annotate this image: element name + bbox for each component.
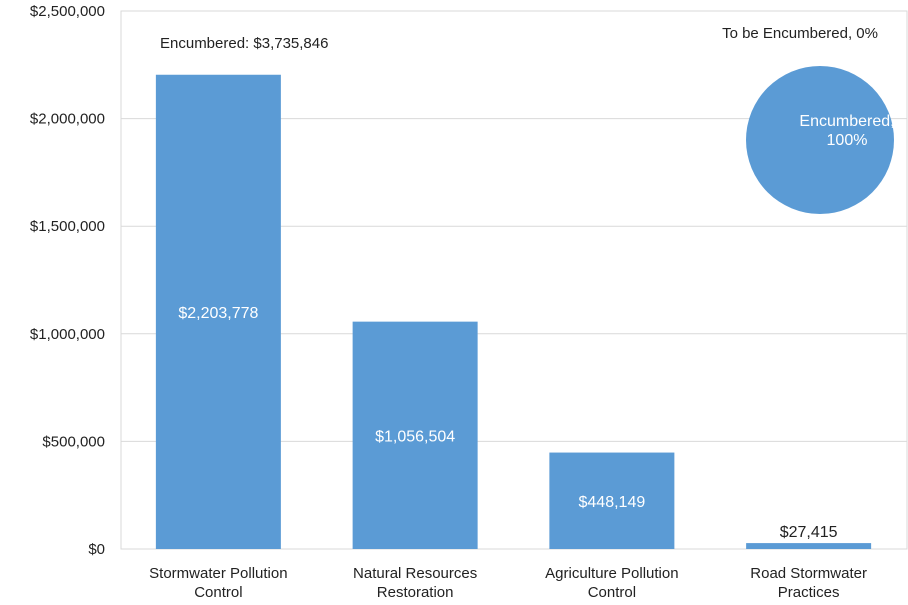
pie-label-to-be-encumbered: To be Encumbered, 0% bbox=[722, 25, 878, 42]
y-tick-label: $2,000,000 bbox=[30, 111, 105, 128]
x-category-label-line: Practices bbox=[778, 584, 840, 601]
x-category-label-line: Control bbox=[588, 584, 636, 601]
x-category-label: Agriculture Pollution Control bbox=[545, 565, 678, 601]
x-category-label: Natural Resources Restoration bbox=[353, 565, 477, 601]
bar-data-label: $27,415 bbox=[780, 524, 838, 541]
x-category-label-line: Restoration bbox=[377, 584, 454, 601]
pie-label-encumbered: Encumbered, 100% bbox=[799, 113, 894, 149]
x-category-label-line: Stormwater Pollution bbox=[149, 565, 287, 582]
pie-label-line: 100% bbox=[827, 132, 868, 149]
y-tick-label: $0 bbox=[88, 541, 105, 558]
label-layer: $0 $500,000 $1,000,000 $1,500,000 $2,000,000… bbox=[30, 3, 867, 601]
bar bbox=[155, 74, 281, 549]
bar bbox=[746, 543, 872, 549]
pie-layer: Encumbered, 100% To be Encumbered, 0% bbox=[722, 25, 895, 214]
x-category-label: Road Stormwater Practices bbox=[750, 565, 867, 601]
bar bbox=[549, 452, 675, 549]
x-category-label: Stormwater Pollution Control bbox=[149, 565, 287, 601]
encumbered-total-annotation: Encumbered: $3,735,846 bbox=[160, 35, 328, 52]
pie-slice-encumbered bbox=[746, 66, 894, 214]
bar-data-label: $2,203,778 bbox=[178, 305, 258, 322]
y-tick-label: $1,500,000 bbox=[30, 218, 105, 235]
pie-label-line: Encumbered, bbox=[799, 113, 894, 130]
bar-data-label: $1,056,504 bbox=[375, 428, 455, 445]
y-tick-label: $500,000 bbox=[42, 433, 105, 450]
bar-layer bbox=[155, 74, 872, 549]
y-tick-label: $1,000,000 bbox=[30, 326, 105, 343]
x-category-label-line: Agriculture Pollution bbox=[545, 565, 678, 582]
bar bbox=[352, 321, 478, 549]
x-category-label-line: Natural Resources bbox=[353, 565, 477, 582]
y-tick-label: $2,500,000 bbox=[30, 3, 105, 20]
x-category-label-line: Road Stormwater bbox=[750, 565, 867, 582]
x-category-label-line: Control bbox=[194, 584, 242, 601]
bar-data-label: $448,149 bbox=[579, 494, 646, 511]
